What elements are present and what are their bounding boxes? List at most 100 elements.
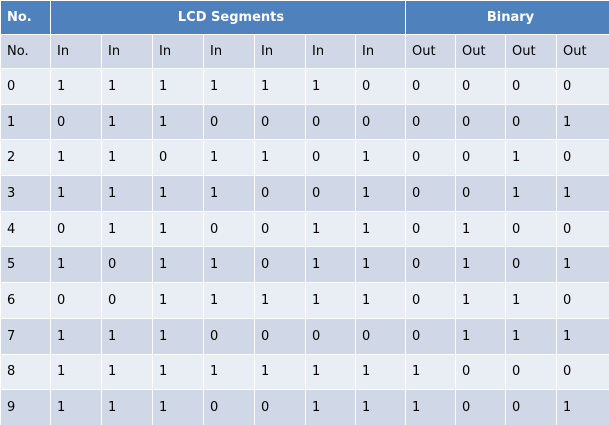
data-cell: 1 (152, 210, 204, 248)
data-cell: 1 (305, 282, 356, 319)
data-cell: 0 (50, 210, 102, 248)
data-cell: 1 (555, 389, 609, 425)
data-cell: 0 (505, 103, 557, 141)
data-cell: 0 (505, 246, 557, 284)
data-cell: 1 (152, 389, 204, 425)
data-cell: 0 (355, 68, 406, 105)
data-cell: 0 (355, 103, 406, 141)
data-cell: 8 (0, 353, 51, 391)
subheader-cell: In (305, 34, 356, 69)
data-cell: 1 (101, 353, 153, 391)
data-cell: 2 (0, 139, 51, 177)
data-cell: 1 (50, 353, 102, 391)
data-cell: 0 (405, 317, 456, 355)
data-cell: 0 (505, 210, 557, 248)
data-cell: 1 (101, 175, 153, 212)
data-cell: 0 (455, 353, 506, 391)
header-cell: No. (0, 0, 51, 35)
data-cell: 1 (254, 139, 306, 177)
data-cell: 1 (355, 246, 406, 284)
data-cell: 1 (50, 175, 102, 212)
data-cell: 1 (254, 353, 306, 391)
data-cell: 1 (505, 175, 557, 212)
data-cell: 1 (455, 282, 506, 319)
data-cell: 1 (0, 103, 51, 141)
subheader-cell: In (203, 34, 255, 69)
data-cell: 1 (355, 389, 406, 425)
data-cell: 1 (203, 353, 255, 391)
data-cell: 7 (0, 317, 51, 355)
data-cell: 1 (355, 353, 406, 391)
header-cell: LCD Segments (50, 0, 406, 35)
data-cell: 0 (254, 317, 306, 355)
data-cell: 1 (101, 68, 153, 105)
data-cell: 1 (50, 68, 102, 105)
data-cell: 1 (101, 389, 153, 425)
data-cell: 0 (254, 103, 306, 141)
subheader-cell: In (355, 34, 406, 69)
data-cell: 0 (0, 68, 51, 105)
data-cell: 0 (455, 103, 506, 141)
data-cell: 0 (254, 246, 306, 284)
data-cell: 1 (50, 389, 102, 425)
data-cell: 1 (152, 317, 204, 355)
data-cell: 1 (152, 282, 204, 319)
data-cell: 0 (405, 103, 456, 141)
data-cell: 1 (152, 103, 204, 141)
data-cell: 1 (101, 103, 153, 141)
data-cell: 0 (254, 210, 306, 248)
data-cell: 0 (505, 353, 557, 391)
subheader-row: No. In In In In In In In Out Out Out Out (0, 34, 609, 69)
data-cell: 0 (355, 317, 406, 355)
data-cell: 0 (455, 68, 506, 105)
data-cell: 1 (355, 175, 406, 212)
data-cell: 1 (455, 246, 506, 284)
data-cell: 0 (203, 103, 255, 141)
data-cell: 0 (405, 246, 456, 284)
data-cell: 1 (555, 175, 609, 212)
data-cell: 1 (355, 139, 406, 177)
data-cell: 0 (254, 175, 306, 212)
data-cell: 0 (203, 317, 255, 355)
data-cell: 0 (152, 139, 204, 177)
data-cell: 1 (305, 68, 356, 105)
data-cell: 0 (455, 139, 506, 177)
data-cell: 1 (101, 210, 153, 248)
data-cell: 1 (555, 103, 609, 141)
subheader-cell: In (254, 34, 306, 69)
data-cell: 0 (305, 139, 356, 177)
data-cell: 1 (152, 68, 204, 105)
data-cell: 1 (405, 389, 456, 425)
data-cell: 1 (152, 353, 204, 391)
data-cell: 0 (305, 175, 356, 212)
data-cell: 0 (405, 68, 456, 105)
data-cell: 1 (101, 317, 153, 355)
data-cell: 1 (555, 246, 609, 284)
data-cell: 1 (152, 246, 204, 284)
data-cell: 1 (555, 317, 609, 355)
data-cell: 0 (455, 175, 506, 212)
data-cell: 1 (455, 317, 506, 355)
data-cell: 0 (455, 389, 506, 425)
data-cell: 9 (0, 389, 51, 425)
data-cell: 1 (203, 139, 255, 177)
subheader-cell: In (50, 34, 102, 69)
data-cell: 1 (50, 246, 102, 284)
data-cell: 0 (305, 103, 356, 141)
subheader-cell: In (152, 34, 204, 69)
data-cell: 0 (50, 282, 102, 319)
data-cell: 1 (355, 210, 406, 248)
data-cell: 0 (203, 389, 255, 425)
data-cell: 0 (505, 68, 557, 105)
data-cell: 0 (555, 210, 609, 248)
subheader-cell: In (101, 34, 153, 69)
header-row: No. LCD Segments Binary (0, 0, 609, 35)
data-cell: 1 (505, 317, 557, 355)
